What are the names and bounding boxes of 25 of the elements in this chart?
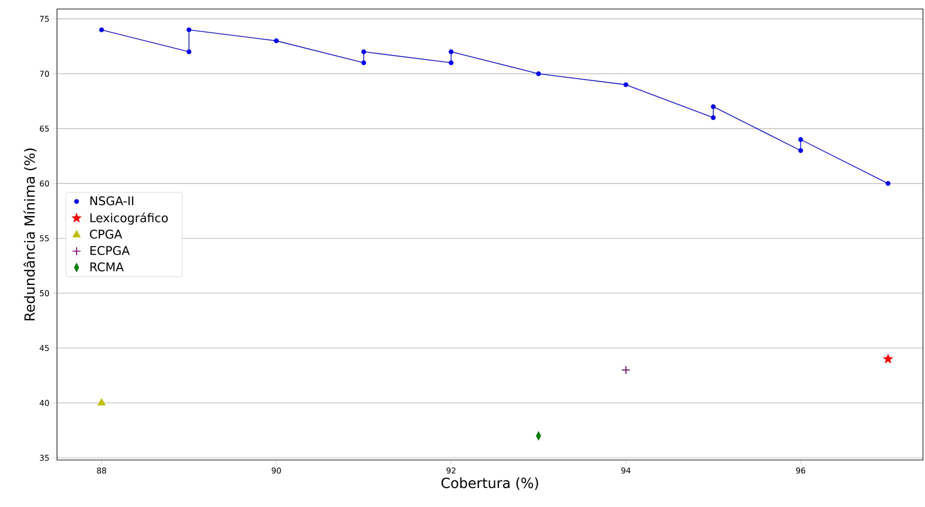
point (798, 148, 804, 153)
point (448, 49, 454, 54)
legend-label: Lexicográfico (90, 212, 168, 225)
point (99, 27, 104, 32)
point (274, 38, 279, 44)
point (798, 137, 804, 142)
x-axis-title: Cobertura (%) (441, 477, 538, 490)
point (536, 71, 541, 76)
point (886, 181, 890, 186)
point (710, 104, 716, 110)
legend-label: RCMA (90, 262, 124, 272)
point (624, 82, 628, 88)
point (186, 27, 192, 32)
point (448, 60, 454, 66)
point (883, 354, 893, 364)
point (361, 60, 366, 66)
point (97, 398, 106, 406)
point (621, 366, 630, 375)
y-axis-title: Redundância Mínima (%) (24, 148, 37, 320)
point (186, 49, 192, 54)
point (361, 49, 366, 54)
legend-label: CPGA (90, 230, 122, 239)
legend-label: NSGA-II (90, 196, 134, 206)
legend-label: ECPGA (90, 246, 130, 256)
point (710, 115, 716, 120)
